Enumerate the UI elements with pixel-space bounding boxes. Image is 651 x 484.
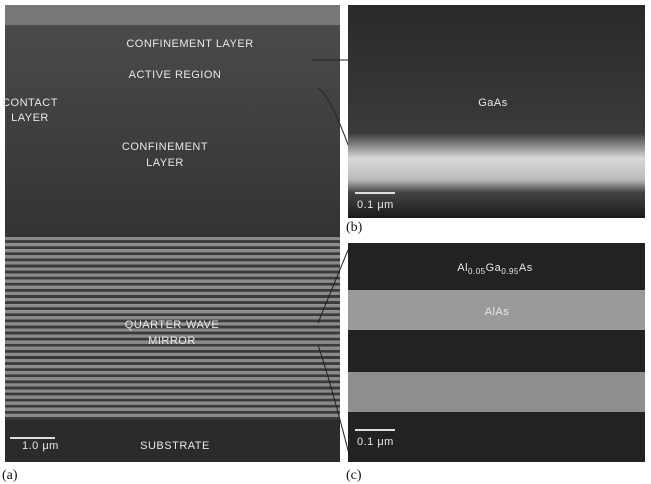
mirror-stripe [5,289,340,292]
mirror-stripe [5,304,340,307]
mirror-stripe [5,374,340,377]
mirror-stripe [5,277,340,280]
label: ACTIVE REGION [129,69,222,81]
mirror-stripe [5,356,340,359]
label: SUBSTRATE [140,440,210,452]
mirror-stripe [5,386,340,389]
figure: CONFINEMENT LAYER ACTIVE REGION CONTACT … [0,0,651,484]
mirror-stripe [5,280,340,283]
mirror-stripe [5,377,340,380]
mirror-stripe [5,246,340,249]
mirror-stripe [5,292,340,295]
caption: (a) [2,468,18,483]
mirror-stripe [5,365,340,368]
scale-label: 0.1 μm [357,199,394,211]
label-part: 0.05 [468,267,486,276]
mirror-stripe [5,301,340,304]
mirror-stripe [5,283,340,286]
mirror-stripe [5,252,340,255]
mirror-stripe [5,405,340,408]
label-part: Al [457,262,468,274]
alas-layer [348,372,645,412]
mirror-stripe [5,274,340,277]
mirror-stripe [5,264,340,267]
contact-strip [5,5,340,25]
mirror-stripe [5,240,340,243]
caption: (c) [346,468,362,483]
caption: (b) [346,220,363,235]
mirror-stripe [5,396,340,399]
mirror-stripe [5,261,340,264]
label-part: As [519,262,533,274]
mirror-stripe [5,255,340,258]
label-part: Ga [486,262,502,274]
label: LAYER [11,112,49,124]
panel-a: CONFINEMENT LAYER ACTIVE REGION CONTACT … [2,5,340,483]
label: LAYER [146,157,184,169]
label: QUARTER-WAVE [125,319,219,331]
mirror-stripe [5,298,340,301]
mirror-stripe [5,362,340,365]
mirror-stripe [5,402,340,405]
mirror-stripe [5,258,340,261]
label: CONFINEMENT LAYER [126,38,253,50]
mirror-stripe [5,408,340,411]
mirror-stripe [5,271,340,274]
mirror-stripe [5,237,340,240]
mirror-stripe [5,307,340,310]
mirror-stripe [5,313,340,316]
mirror-stripe [5,249,340,252]
mirror-stripe [5,371,340,374]
mirror-stripe [5,393,340,396]
scale-label: 1.0 μm [22,440,59,452]
mirror-stripe [5,310,340,313]
label-part: 0.95 [501,267,519,276]
mirror-stripe [5,286,340,289]
mirror-stripe [5,268,340,271]
mirror-stripe [5,414,340,417]
mirror-stripe [5,411,340,414]
micrograph [348,5,645,218]
mirror-stripe [5,353,340,356]
mirror-stripe [5,390,340,393]
page: {"panels":{ "a":{"caption":"(a)","labels… [0,0,651,484]
panel-c: Al0.05Ga0.95As AlAs 0.1 μm (c) [346,243,645,483]
mirror-stripe [5,359,340,362]
scale-label: 0.1 μm [357,436,394,448]
mirror-stripe [5,399,340,402]
mirror-stripe [5,380,340,383]
mirror-stripe [5,295,340,298]
label: GaAs [478,97,508,109]
label: AlAs [485,306,510,318]
mirror-stripe [5,417,340,420]
mirror-stripe [5,350,340,353]
panel-b: GaAs 0.1 μm (b) [346,5,645,235]
label: CONTACT [2,97,58,109]
label: MIRROR [148,335,196,347]
mirror-stripe [5,347,340,350]
label: CONFINEMENT [122,141,208,153]
mirror-stripe [5,368,340,371]
mirror-stripe [5,383,340,386]
mirror-stripe [5,243,340,246]
